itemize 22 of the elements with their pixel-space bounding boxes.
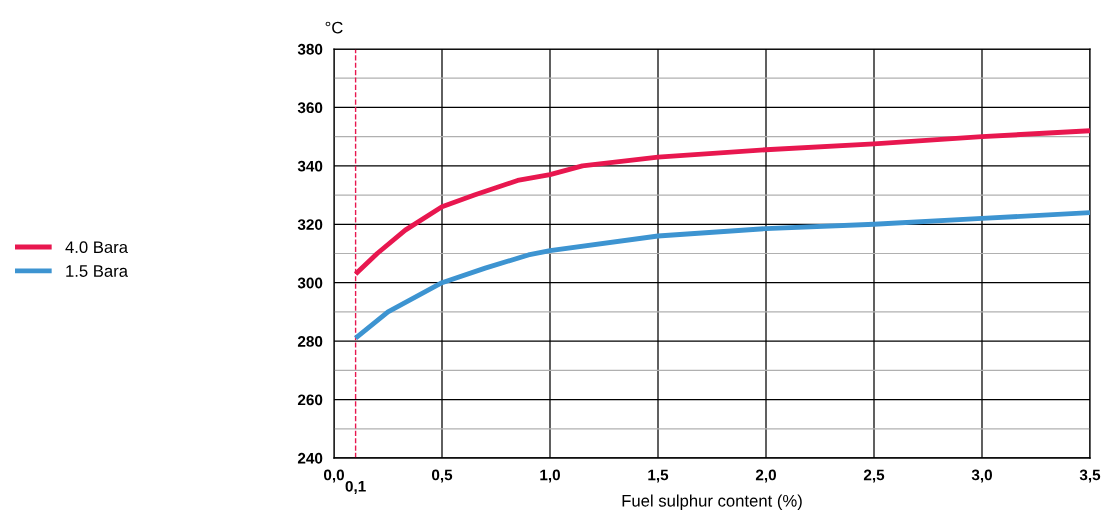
x-axis-title: Fuel sulphur content (%) <box>622 494 802 510</box>
y-tick-label: 300 <box>297 277 323 289</box>
y-axis-title: °C <box>325 21 343 34</box>
y-tick-label: 340 <box>297 160 323 172</box>
x-tick-label: 3,0 <box>971 469 992 483</box>
y-tick-label: 320 <box>297 219 323 230</box>
x-tick-label: 1,5 <box>648 469 669 483</box>
ref-line-label: 0,1 <box>345 480 366 494</box>
x-tick-label: 0,0 <box>323 469 344 483</box>
line-series <box>353 210 1090 341</box>
y-tick-label: 260 <box>297 394 323 406</box>
y-tick-label: 280 <box>297 336 323 347</box>
legend-label: 1.5 Bara <box>66 265 128 277</box>
y-tick-label: 380 <box>297 43 323 55</box>
x-tick-label: 3,5 <box>1079 469 1101 483</box>
x-tick-label: 1,0 <box>540 469 560 483</box>
x-tick-label: 0,5 <box>431 469 453 483</box>
y-tick-label: 240 <box>297 452 323 464</box>
x-tick-label: 2,0 <box>755 469 776 483</box>
x-tick-label: 2,5 <box>863 469 885 483</box>
legend-label: 4.0 Bara <box>65 241 128 254</box>
y-tick-label: 360 <box>297 102 323 114</box>
